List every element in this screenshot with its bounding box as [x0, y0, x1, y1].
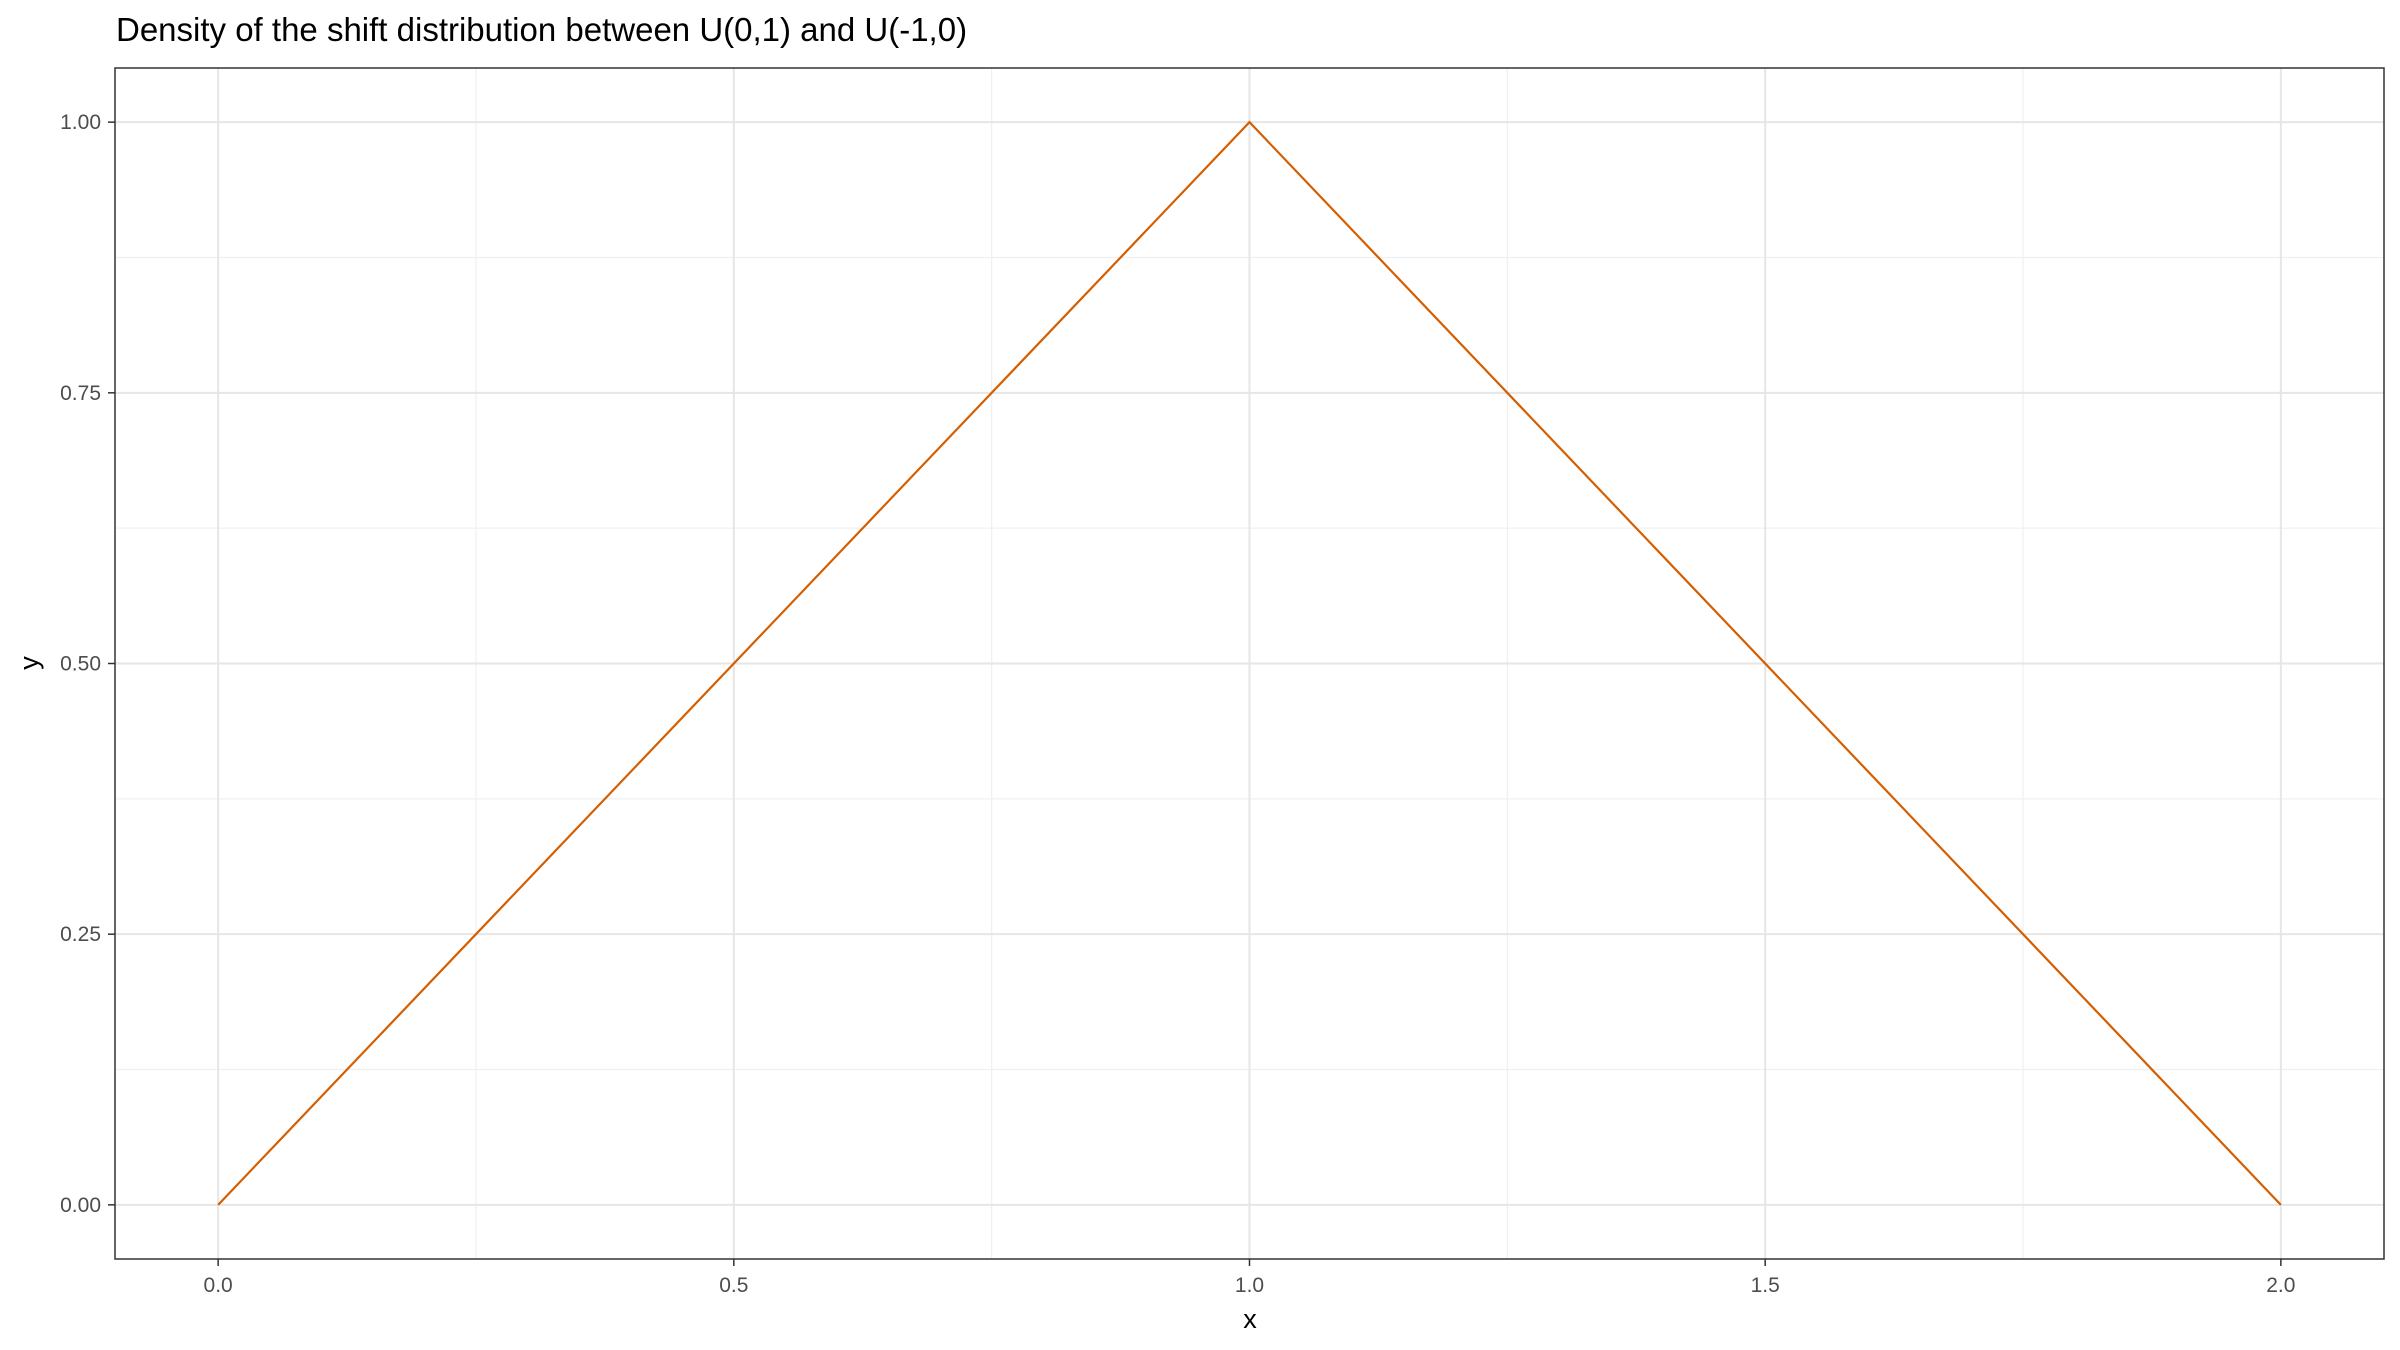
x-tick-label: 1.0: [1235, 1274, 1264, 1297]
y-tick-label: 0.50: [60, 653, 101, 676]
chart-title: Density of the shift distribution betwee…: [116, 11, 967, 48]
grid-major: [115, 68, 2384, 1259]
series-layer: [217, 120, 2282, 1206]
x-tick-label: 0.5: [719, 1274, 748, 1297]
y-axis-ticks: 0.00 0.25 0.50 0.75 1.00: [60, 111, 115, 1217]
x-tick-label: 0.0: [204, 1274, 233, 1297]
x-axis-title: x: [1243, 1304, 1257, 1334]
x-tick-label: 1.5: [1751, 1274, 1780, 1297]
y-tick-label: 0.00: [60, 1194, 101, 1217]
y-tick-label: 0.25: [60, 923, 101, 946]
x-tick-label: 2.0: [2266, 1274, 2295, 1297]
x-axis-ticks: 0.0 0.5 1.0 1.5 2.0: [204, 1259, 2295, 1297]
y-axis-title: y: [14, 656, 44, 670]
y-tick-label: 1.00: [60, 111, 101, 134]
density-line: [217, 120, 2282, 1206]
y-tick-label: 0.75: [60, 382, 101, 405]
